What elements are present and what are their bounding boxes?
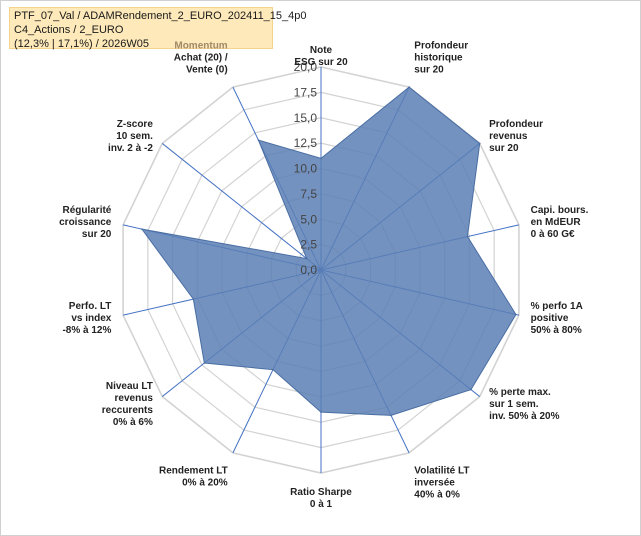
- axis-label-line: Momentum: [174, 40, 227, 51]
- axis-label-9: Rendement LT 0% à 20%: [159, 466, 228, 489]
- axis-label-line: sur 1 sem.: [489, 399, 539, 410]
- tick-label-4: 10,0: [294, 162, 318, 176]
- axis-label-line: Ratio Sharpe: [290, 487, 352, 498]
- data-point-9: [272, 368, 274, 371]
- axis-label-line: historique: [414, 52, 463, 63]
- axis-label-line: ESG sur 20: [294, 57, 348, 68]
- axis-label-line: Profondeur: [414, 40, 468, 51]
- axis-label-4: Capi. bours. en MdEUR 0 à 60 G€: [531, 205, 589, 240]
- axis-label-line: sur 20: [414, 64, 444, 75]
- portfolio-stats: (12,3% | 17,1%) / 2026W05: [14, 38, 149, 50]
- tick-label-5: 12,5: [294, 136, 318, 150]
- axis-label-10: Niveau LT revenus reccurents 0% à 6%: [102, 381, 154, 428]
- axis-label-line: % perte max.: [489, 387, 551, 398]
- axis-label-line: reccurents: [102, 405, 154, 416]
- axis-label-line: Volatilité LT: [414, 466, 469, 477]
- tick-label-7: 17,5: [294, 85, 318, 99]
- axis-label-line: inv. 2 à -2: [108, 143, 153, 154]
- axis-label-line: 0 à 60 G€: [531, 229, 575, 240]
- axis-label-6: % perte max. sur 1 sem. inv. 50% à 20%: [489, 387, 560, 422]
- axis-label-line: 0 à 1: [310, 499, 333, 510]
- data-point-5: [515, 313, 517, 316]
- axis-label-line: Vente (0): [186, 64, 228, 75]
- axis-label-line: 50% à 80%: [531, 325, 582, 336]
- data-area: [140, 86, 517, 416]
- data-point-1: [320, 157, 322, 160]
- axis-spoke-13: [161, 143, 322, 271]
- tick-label-0: 0,0: [300, 263, 317, 277]
- axis-label-2: Profondeur historique sur 20: [414, 40, 468, 75]
- data-point-10: [203, 362, 206, 364]
- axis-label-line: Capi. bours.: [531, 205, 589, 216]
- axis-label-line: Achat (20) /: [174, 52, 228, 63]
- data-point-3: [478, 142, 481, 145]
- axis-label-5: % perfo 1A positive 50% à 80%: [531, 301, 583, 336]
- axis-label-line: inversée: [414, 478, 455, 489]
- axis-label-line: % perfo 1A: [531, 301, 583, 312]
- data-point-8: [320, 411, 322, 413]
- data-point-2: [408, 86, 410, 88]
- tick-label-1: 2,5: [300, 238, 317, 252]
- axis-label-line: Profondeur: [489, 119, 543, 130]
- axis-label-line: inv. 50% à 20%: [489, 411, 560, 422]
- axis-label-line: 0% à 6%: [113, 417, 153, 428]
- axis-label-14: Momentum Achat (20) / Vente (0): [174, 40, 228, 75]
- axis-label-line: vs index: [71, 313, 111, 324]
- axis-label-line: Note: [310, 45, 333, 56]
- data-point-6: [470, 388, 472, 391]
- data-point-12: [141, 228, 143, 230]
- axis-label-1: Note ESG sur 20: [294, 45, 348, 68]
- axis-label-line: 10 sem.: [116, 131, 153, 142]
- axis-label-line: 40% à 0%: [414, 490, 460, 501]
- portfolio-category: C4_Actions / 2_EURO: [14, 24, 124, 36]
- axis-label-line: Régularité: [62, 205, 111, 216]
- data-point-11: [192, 298, 195, 300]
- axis-label-line: Niveau LT: [106, 381, 153, 392]
- tick-label-3: 7,5: [300, 187, 317, 201]
- axis-label-line: en MdEUR: [531, 217, 582, 228]
- axis-label-12: Régularité croissance sur 20: [59, 205, 112, 240]
- portfolio-info-box: PTF_07_Val / ADAMRendement_2_EURO_202411…: [9, 7, 307, 50]
- axis-label-line: positive: [531, 313, 569, 324]
- data-point-4: [466, 235, 469, 238]
- axis-label-line: Perfo. LT: [69, 301, 112, 312]
- axis-label-line: -8% à 12%: [62, 325, 111, 336]
- axis-label-line: croissance: [59, 217, 112, 228]
- axis-label-line: sur 20: [489, 143, 519, 154]
- axis-label-3: Profondeur revenus sur 20: [489, 119, 543, 154]
- data-point-7: [390, 414, 392, 417]
- axis-label-line: 0% à 20%: [182, 478, 228, 489]
- axis-label-line: Z-score: [117, 119, 154, 130]
- axis-label-line: revenus: [489, 131, 528, 142]
- axis-label-line: Rendement LT: [159, 466, 228, 477]
- tick-label-6: 15,0: [294, 111, 318, 125]
- axis-label-line: revenus: [115, 393, 154, 404]
- axis-label-7: Volatilité LT inversée 40% à 0%: [414, 466, 469, 501]
- axis-label-8: Ratio Sharpe 0 à 1: [290, 487, 352, 510]
- axis-label-11: Perfo. LT vs index -8% à 12%: [62, 301, 111, 336]
- tick-label-8: 20,0: [294, 60, 318, 74]
- portfolio-name: PTF_07_Val / ADAMRendement_2_EURO_202411…: [14, 10, 307, 22]
- tick-label-2: 5,0: [300, 212, 317, 226]
- axis-label-13: Z-score 10 sem. inv. 2 à -2: [108, 119, 153, 154]
- axis-label-line: sur 20: [82, 229, 112, 240]
- data-point-13: [305, 257, 308, 260]
- data-point-14: [257, 139, 260, 141]
